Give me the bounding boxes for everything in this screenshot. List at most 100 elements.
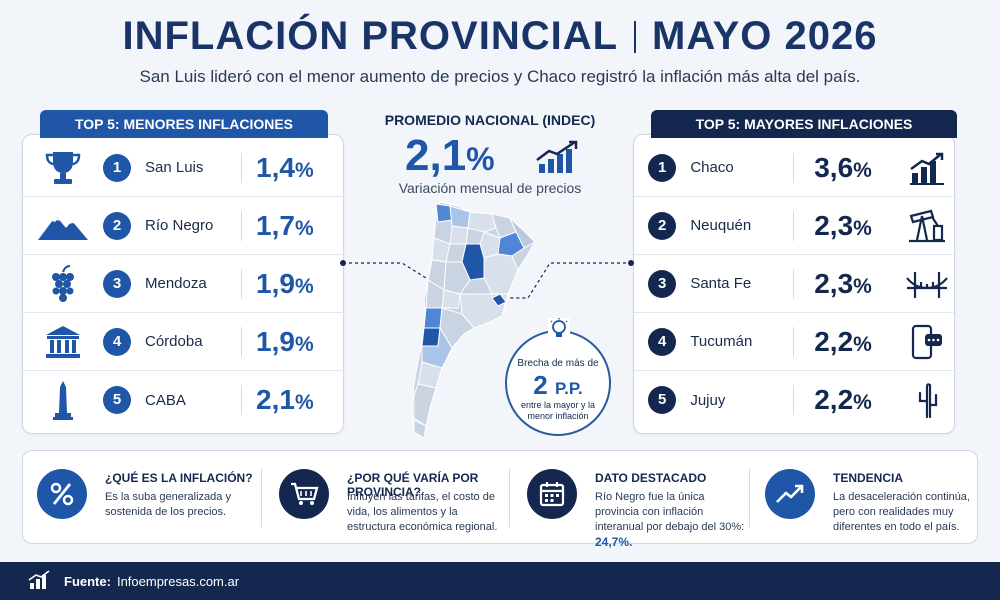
percent-sign: % xyxy=(466,141,495,177)
rank-badge: 2 xyxy=(103,211,131,240)
rank-badge: 4 xyxy=(103,327,131,356)
inflation-value: 1,9% xyxy=(242,326,314,358)
chart-icon xyxy=(28,569,52,593)
percent-sign: % xyxy=(853,216,872,240)
row-divider xyxy=(793,268,795,299)
province-name: Tucumán xyxy=(690,333,753,350)
lowest-row: 4 Córdoba 1,9% xyxy=(23,313,345,371)
percent-sign: % xyxy=(853,158,872,182)
page-subtitle: San Luis lideró con el menor aumento de … xyxy=(139,67,861,86)
national-average-caption: Variación mensual de precios xyxy=(398,180,582,196)
oil-pump-icon xyxy=(898,208,956,244)
national-average-value: 2,1% xyxy=(405,131,495,181)
title-period: MAYO 2026 xyxy=(652,14,878,58)
row-divider xyxy=(793,152,795,183)
percent-sign: % xyxy=(853,274,872,298)
page-title: INFLACIÓN PROVINCIAL MAYO 2026 xyxy=(0,14,1000,59)
bar-chart-icon xyxy=(898,151,956,185)
value-number: 2,2 xyxy=(814,384,854,415)
percent-sign: % xyxy=(294,216,314,240)
row-divider xyxy=(793,326,795,357)
phone-chat-icon xyxy=(898,324,956,360)
value-number: 2,1 xyxy=(405,131,467,180)
province-name: Río Negro xyxy=(145,217,214,234)
info-heading: TENDENCIA xyxy=(833,471,904,485)
percent-sign: % xyxy=(294,274,314,298)
highest-row: 2 Neuquén 2,3% xyxy=(634,197,956,255)
argentina-map xyxy=(411,201,536,439)
value-number: 2,2 xyxy=(814,325,854,357)
info-text: Río Negro fue la única provincia con inf… xyxy=(595,490,745,551)
rank-badge: 3 xyxy=(103,269,131,298)
title-divider xyxy=(634,21,637,53)
gap-number: 2 xyxy=(533,370,548,400)
lowest-row: 2 Río Negro 1,7% xyxy=(23,197,345,255)
percent-sign: % xyxy=(853,391,872,414)
inflation-value: 2,1% xyxy=(242,384,314,416)
province-name: CABA xyxy=(145,391,186,409)
calendar-icon xyxy=(527,469,577,519)
info-card: ¿POR QUÉ VARÍA POR PROVINCIA? Influyen l… xyxy=(265,451,509,545)
cactus-icon xyxy=(898,381,956,419)
rank-badge: 5 xyxy=(648,386,677,414)
trophy-icon xyxy=(23,149,103,187)
connector-lines xyxy=(343,262,632,299)
rank-badge: 2 xyxy=(648,211,677,240)
info-strip: ¿QUÉ ES LA INFLACIÓN? Es la suba general… xyxy=(22,450,978,549)
highest-panel: 1 Chaco 3,6% 2 Neuquén 2,3% 3 Santa Fe 2… xyxy=(633,134,956,434)
province-name: Chaco xyxy=(690,159,734,176)
row-divider xyxy=(241,326,242,357)
inflation-value: 2,3% xyxy=(794,210,898,242)
gap-label: Brecha de más de xyxy=(517,358,599,369)
grapes-icon xyxy=(23,264,103,304)
chart-up-icon xyxy=(535,140,581,179)
lowest-tab: TOP 5: MENORES INFLACIONES xyxy=(40,110,328,138)
national-average-heading: PROMEDIO NACIONAL (INDEC) xyxy=(384,112,596,128)
inflation-value: 2,2% xyxy=(794,384,898,416)
inflation-value: 1,9% xyxy=(242,268,314,300)
gap-callout: Brecha de más de 2 P.P. entre la mayor y… xyxy=(505,318,611,436)
info-text: La desaceleración continúa, pero con rea… xyxy=(833,491,970,533)
inflation-value: 1,7% xyxy=(242,210,314,242)
inflation-value: 1,4% xyxy=(242,152,314,184)
row-divider xyxy=(241,210,242,241)
lowest-row: 3 Mendoza 1,9% xyxy=(23,255,345,313)
value-number: 1,9 xyxy=(256,325,295,357)
bridge-icon xyxy=(898,268,956,300)
highest-row: 3 Santa Fe 2,3% xyxy=(634,255,956,313)
value-number: 2,1 xyxy=(256,384,295,415)
info-heading: DATO DESTACADO xyxy=(595,471,707,485)
info-heading: ¿QUÉ ES LA INFLACIÓN? xyxy=(105,471,253,485)
info-text: Influyen las tarifas, el costo de vida, … xyxy=(347,491,498,533)
highest-row: 1 Chaco 3,6% xyxy=(634,139,956,197)
row-divider xyxy=(241,385,242,415)
value-number: 1,4 xyxy=(256,151,295,183)
info-divider xyxy=(261,469,262,527)
lightbulb-icon xyxy=(548,318,570,340)
rank-badge: 3 xyxy=(648,269,677,298)
percent-sign: % xyxy=(294,158,314,182)
inflation-value: 2,2% xyxy=(794,326,898,358)
value-number: 2,3 xyxy=(814,209,854,241)
value-number: 3,6 xyxy=(814,151,854,183)
percent-icon xyxy=(37,469,87,519)
footer-label: Fuente: xyxy=(64,573,111,589)
lowest-panel: 1 San Luis 1,4% 2 Río Negro 1,7% 3 Mendo… xyxy=(22,134,345,434)
province-name: Mendoza xyxy=(145,275,207,292)
gap-caption: entre la mayor y la menor inflación xyxy=(520,400,596,421)
rank-badge: 1 xyxy=(103,153,131,182)
inflation-value: 2,3% xyxy=(794,268,898,300)
info-text-body: Río Negro fue la única provincia con inf… xyxy=(595,491,745,533)
info-highlight: 24,7%. xyxy=(595,535,633,549)
info-heading: ¿POR QUÉ VARÍA POR PROVINCIA? xyxy=(347,471,479,499)
cart-icon xyxy=(279,469,329,519)
title-main: INFLACIÓN PROVINCIAL xyxy=(122,14,619,58)
info-divider xyxy=(749,469,750,527)
footer: Fuente: Infoempresas.com.ar xyxy=(0,562,1000,600)
inflation-value: 3,6% xyxy=(794,152,898,184)
trend-up-icon xyxy=(765,469,815,519)
highest-row: 5 Jujuy 2,2% xyxy=(634,371,956,429)
row-divider xyxy=(793,385,795,415)
value-number: 1,7 xyxy=(256,209,295,241)
info-card: TENDENCIA La desaceleración continúa, pe… xyxy=(751,451,977,545)
